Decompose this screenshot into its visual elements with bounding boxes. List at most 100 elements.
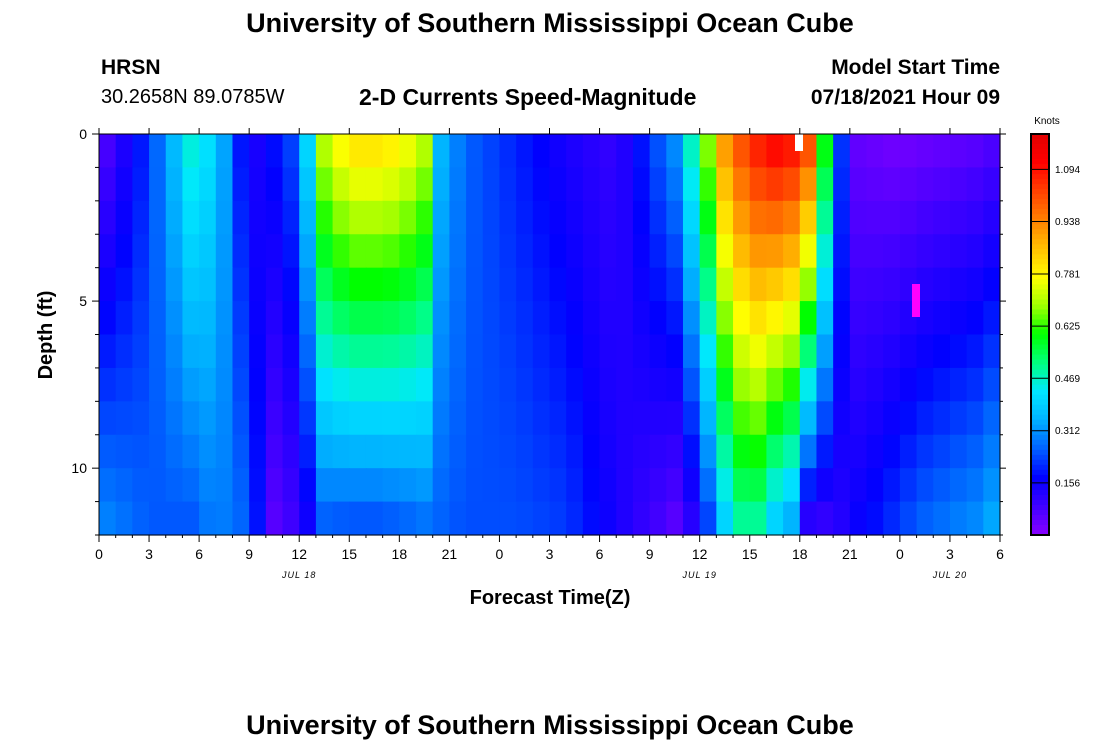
heatmap-cell — [532, 468, 551, 503]
heatmap-cell — [466, 200, 484, 235]
heatmap-cell — [249, 134, 267, 169]
heatmap-cell — [482, 234, 501, 269]
heatmap-cell — [466, 301, 484, 336]
heatmap-cell — [899, 167, 918, 202]
heatmap-cell — [883, 501, 901, 536]
heatmap-cell — [482, 401, 501, 436]
heatmap-cell — [983, 167, 1001, 202]
heatmap-cell — [182, 234, 200, 269]
heatmap-cell — [733, 334, 751, 369]
colorbar-segment — [1031, 364, 1049, 371]
heatmap-cell — [115, 167, 133, 202]
heatmap-cell — [632, 200, 651, 235]
heatmap-cell — [699, 501, 717, 536]
heatmap-cell — [432, 468, 450, 503]
heatmap-cell — [833, 434, 851, 469]
x-tick-label: 6 — [195, 546, 203, 562]
heatmap-cell — [632, 267, 651, 302]
colorbar-segment — [1031, 424, 1049, 431]
heatmap-cell — [432, 334, 450, 369]
heatmap-cell — [449, 234, 467, 269]
heatmap-cell — [399, 367, 417, 402]
heatmap-cell — [866, 468, 884, 503]
colorbar-segment — [1031, 529, 1049, 536]
heatmap-cell — [566, 167, 584, 202]
heatmap-cell — [566, 468, 584, 503]
heatmap-cell — [616, 401, 634, 436]
heatmap-cell — [866, 134, 884, 169]
heatmap-cell — [232, 134, 250, 169]
colorbar-segment — [1031, 249, 1049, 255]
heatmap-cell — [349, 200, 367, 235]
heatmap-cell — [399, 501, 417, 536]
x-tick-label: 0 — [496, 546, 504, 562]
date-label: JUL 20 — [932, 570, 967, 580]
heatmap-cell — [983, 200, 1001, 235]
heatmap-cell — [299, 468, 317, 503]
colorbar-segment — [1031, 509, 1049, 516]
heatmap-cell — [265, 200, 284, 235]
colorbar-segment — [1031, 159, 1049, 165]
heatmap-cell — [833, 167, 851, 202]
heatmap-cell — [315, 200, 334, 235]
heatmap-cell — [99, 334, 117, 369]
heatmap-cell — [315, 234, 334, 269]
heatmap-cell — [983, 334, 1001, 369]
heatmap-cell — [749, 434, 768, 469]
heatmap-cell — [165, 401, 184, 436]
heatmap-cell — [766, 134, 784, 169]
heatmap-cell — [149, 167, 167, 202]
x-axis-label: Forecast Time(Z) — [470, 587, 631, 609]
heatmap-cell — [532, 234, 551, 269]
colorbar-segment — [1031, 239, 1049, 245]
heatmap-cell — [499, 434, 517, 469]
heatmap-cell — [282, 468, 300, 503]
colorbar-segment — [1031, 234, 1049, 240]
heatmap-cell — [799, 167, 818, 202]
heatmap-cell — [199, 468, 217, 503]
heatmap-cell — [699, 367, 717, 402]
heatmap-cell — [182, 301, 200, 336]
heatmap-cell — [783, 468, 801, 503]
heatmap-cell — [215, 301, 234, 336]
y-axis-label: Depth (ft) — [35, 291, 57, 380]
heatmap-cell — [132, 200, 150, 235]
heatmap-cell — [282, 367, 300, 402]
heatmap-cell — [816, 200, 834, 235]
heatmap-cell — [783, 200, 801, 235]
heatmap-cell — [949, 234, 968, 269]
heatmap-cell — [966, 367, 984, 402]
heatmap-cell — [265, 167, 284, 202]
heatmap-cell — [149, 334, 167, 369]
heatmap-cell — [399, 401, 417, 436]
heatmap-cell — [933, 434, 951, 469]
heatmap-cell — [265, 134, 284, 169]
heatmap-cell — [699, 167, 717, 202]
heatmap-cell — [833, 334, 851, 369]
heatmap-cell — [966, 267, 984, 302]
heatmap-cell — [315, 334, 334, 369]
heatmap-highlight-mark — [912, 284, 920, 317]
heatmap-cell — [432, 167, 450, 202]
heatmap-cell — [649, 468, 667, 503]
heatmap-cell — [899, 200, 918, 235]
heatmap-cell — [816, 501, 834, 536]
heatmap-cell — [666, 434, 684, 469]
heatmap-cell — [899, 401, 918, 436]
heatmap-cell — [883, 167, 901, 202]
heatmap-cell — [949, 367, 968, 402]
colorbar-segment — [1031, 264, 1049, 270]
heatmap-cell — [883, 468, 901, 503]
heatmap-cell — [616, 468, 634, 503]
heatmap-cell — [749, 167, 768, 202]
heatmap-cell — [232, 468, 250, 503]
heatmap-cell — [983, 134, 1001, 169]
heatmap-cell — [549, 301, 567, 336]
heatmap-cell — [666, 468, 684, 503]
heatmap-cell — [699, 434, 717, 469]
heatmap-cell — [399, 434, 417, 469]
heatmap-cell — [132, 267, 150, 302]
heatmap-cell — [916, 234, 934, 269]
heatmap-cell — [833, 401, 851, 436]
heatmap-cell — [799, 334, 818, 369]
